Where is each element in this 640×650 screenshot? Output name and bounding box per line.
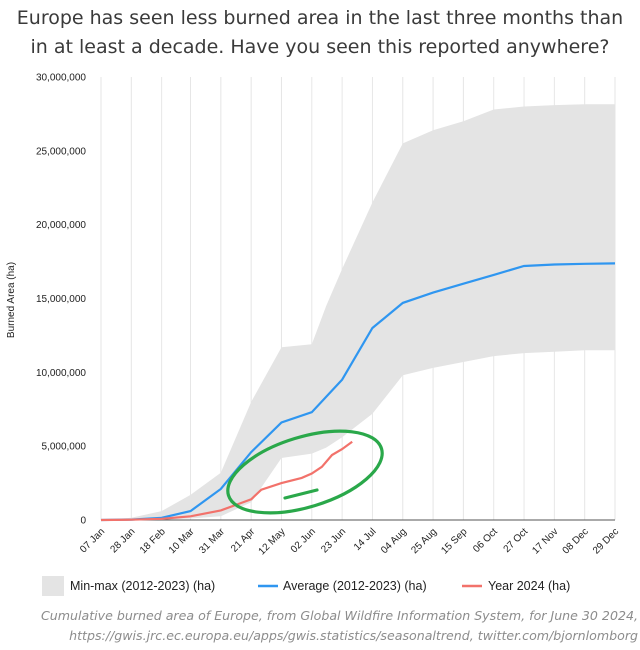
x-tick-label: 29 Dec (591, 526, 621, 556)
y-tick-label: 30,000,000 (36, 73, 86, 84)
x-tick-label: 18 Feb (138, 526, 168, 556)
x-tick-label: 07 Jan (78, 526, 107, 555)
x-tick-label: 23 Jun (319, 526, 348, 555)
x-tick-label: 02 Jun (289, 526, 318, 555)
caption-line-1: Cumulative burned area of Europe, from G… (40, 608, 638, 623)
y-tick-label: 25,000,000 (36, 146, 86, 157)
y-tick-label: 0 (80, 516, 86, 527)
x-tick-label: 12 May (257, 526, 288, 557)
legend-year-2024-label: Year 2024 (ha) (488, 579, 570, 593)
year-2024-series-line (100, 440, 353, 522)
legend-band-label: Min-max (2012-2023) (ha) (70, 579, 215, 593)
y-axis-ticks: 0 5,000,000 10,000,000 15,000,000 20,000,000… (36, 73, 87, 527)
x-tick-label: 25 Aug (409, 526, 439, 556)
x-tick-label: 14 Jul (352, 526, 379, 553)
caption: Cumulative burned area of Europe, from G… (2, 606, 638, 646)
legend: Min-max (2012-2023) (ha) Average (2012-2… (42, 576, 570, 596)
legend-band-swatch (42, 576, 64, 596)
average-series-line (100, 262, 616, 522)
y-tick-label: 10,000,000 (36, 368, 86, 379)
x-tick-label: 21 Apr (229, 526, 258, 555)
min-max-band (101, 104, 615, 521)
y-axis-title: Burned Area (ha) (6, 262, 17, 338)
x-tick-label: 17 Nov (530, 526, 560, 556)
x-axis-ticks: 07 Jan 28 Jan 18 Feb 10 Mar 31 Mar 21 Apr 12 M… (78, 526, 621, 557)
chart-title: Europe has seen less burned area in the … (0, 4, 640, 62)
annotation-stroke (283, 488, 319, 500)
x-tick-label: 15 Sep (439, 526, 469, 556)
x-tick-label: 28 Jan (108, 526, 137, 555)
legend-average-label: Average (2012-2023) (ha) (283, 579, 427, 593)
y-tick-label: 5,000,000 (42, 442, 87, 453)
x-tick-label: 27 Oct (502, 526, 531, 555)
chart: 07 Jan 28 Jan 18 Feb 10 Mar 31 Mar 21 Apr 12 M… (6, 73, 621, 596)
green-annotation (226, 429, 384, 515)
x-tick-label: 08 Dec (561, 526, 591, 556)
title-line-1: Europe has seen less burned area in the … (16, 7, 624, 29)
x-tick-label: 06 Oct (471, 526, 500, 555)
x-tick-label: 04 Aug (379, 526, 409, 556)
x-tick-label: 10 Mar (167, 526, 197, 556)
x-tick-label: 31 Mar (197, 526, 227, 556)
y-tick-label: 15,000,000 (36, 294, 86, 305)
y-tick-label: 20,000,000 (36, 220, 86, 231)
annotation-ellipse (226, 429, 384, 515)
caption-line-2: https://gwis.jrc.ec.europa.eu/apps/gwis.… (69, 628, 638, 643)
title-line-2: in at least a decade. Have you seen this… (30, 36, 610, 58)
